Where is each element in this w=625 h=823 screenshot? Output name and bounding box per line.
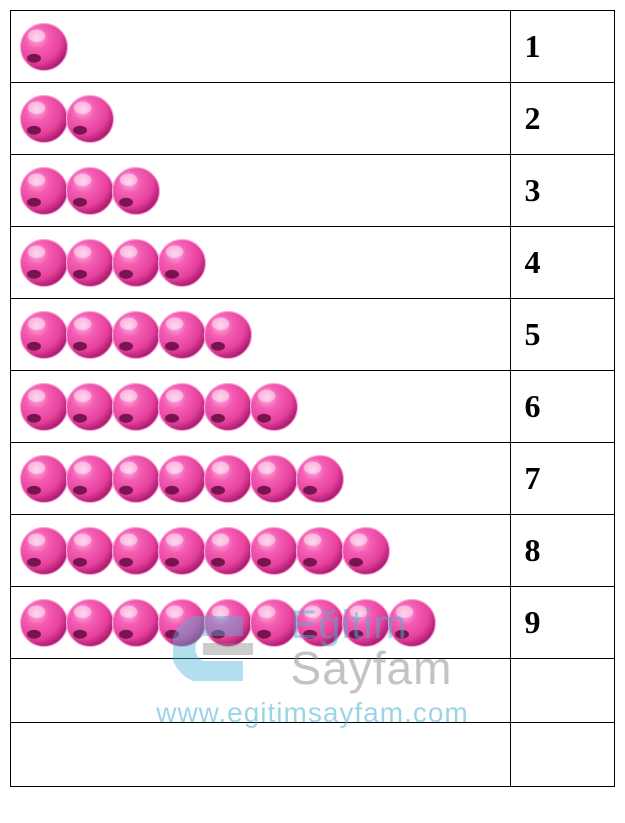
ball-icon [65,94,115,144]
balls-row [19,166,502,216]
ball-icon [295,598,345,648]
balls-row [19,238,502,288]
number-cell: 3 [510,155,614,227]
ball-icon [341,598,391,648]
ball-icon [19,382,69,432]
ball-icon [203,454,253,504]
ball-icon [19,310,69,360]
table-row-empty [11,723,615,787]
ball-icon [249,454,299,504]
ball-icon [19,94,69,144]
table-row-empty [11,659,615,723]
balls-row [19,310,502,360]
ball-icon [65,454,115,504]
ball-icon [65,166,115,216]
ball-icon [111,454,161,504]
balls-cell [11,227,511,299]
ball-icon [65,310,115,360]
table-row: 3 [11,155,615,227]
ball-icon [111,310,161,360]
balls-row [19,22,502,72]
empty-cell [11,723,511,787]
ball-icon [111,166,161,216]
balls-row [19,598,502,648]
ball-icon [111,526,161,576]
balls-cell [11,155,511,227]
table-row: 2 [11,83,615,155]
ball-icon [157,310,207,360]
ball-icon [249,382,299,432]
ball-icon [157,526,207,576]
ball-icon [203,526,253,576]
ball-icon [249,526,299,576]
number-cell: 9 [510,587,614,659]
number-cell: 7 [510,443,614,515]
ball-icon [19,166,69,216]
balls-cell [11,11,511,83]
empty-cell [510,723,614,787]
ball-icon [341,526,391,576]
balls-cell [11,299,511,371]
empty-cell [510,659,614,723]
table-row: 4 [11,227,615,299]
balls-cell [11,587,511,659]
ball-icon [203,598,253,648]
ball-icon [157,454,207,504]
ball-icon [111,598,161,648]
number-cell: 1 [510,11,614,83]
number-cell: 6 [510,371,614,443]
table-row: 8 [11,515,615,587]
ball-icon [111,382,161,432]
ball-icon [65,598,115,648]
table-row: 1 [11,11,615,83]
ball-icon [295,526,345,576]
balls-cell [11,83,511,155]
ball-icon [19,454,69,504]
ball-icon [19,238,69,288]
table-row: 9 [11,587,615,659]
ball-icon [203,310,253,360]
ball-icon [19,526,69,576]
ball-icon [157,598,207,648]
table: 1 2 [10,10,615,787]
number-cell: 5 [510,299,614,371]
ball-icon [111,238,161,288]
number-cell: 2 [510,83,614,155]
table-row: 6 [11,371,615,443]
ball-icon [249,598,299,648]
ball-icon [65,526,115,576]
ball-icon [295,454,345,504]
balls-cell [11,515,511,587]
table-row: 5 [11,299,615,371]
balls-row [19,454,502,504]
number-cell: 8 [510,515,614,587]
balls-row [19,94,502,144]
balls-cell [11,371,511,443]
ball-icon [387,598,437,648]
ball-icon [19,22,69,72]
ball-icon [157,238,207,288]
ball-icon [203,382,253,432]
empty-cell [11,659,511,723]
ball-icon [65,238,115,288]
ball-icon [157,382,207,432]
ball-icon [19,598,69,648]
ball-icon [65,382,115,432]
balls-cell [11,443,511,515]
number-cell: 4 [510,227,614,299]
balls-row [19,382,502,432]
counting-table: 1 2 [10,10,615,787]
balls-row [19,526,502,576]
table-row: 7 [11,443,615,515]
